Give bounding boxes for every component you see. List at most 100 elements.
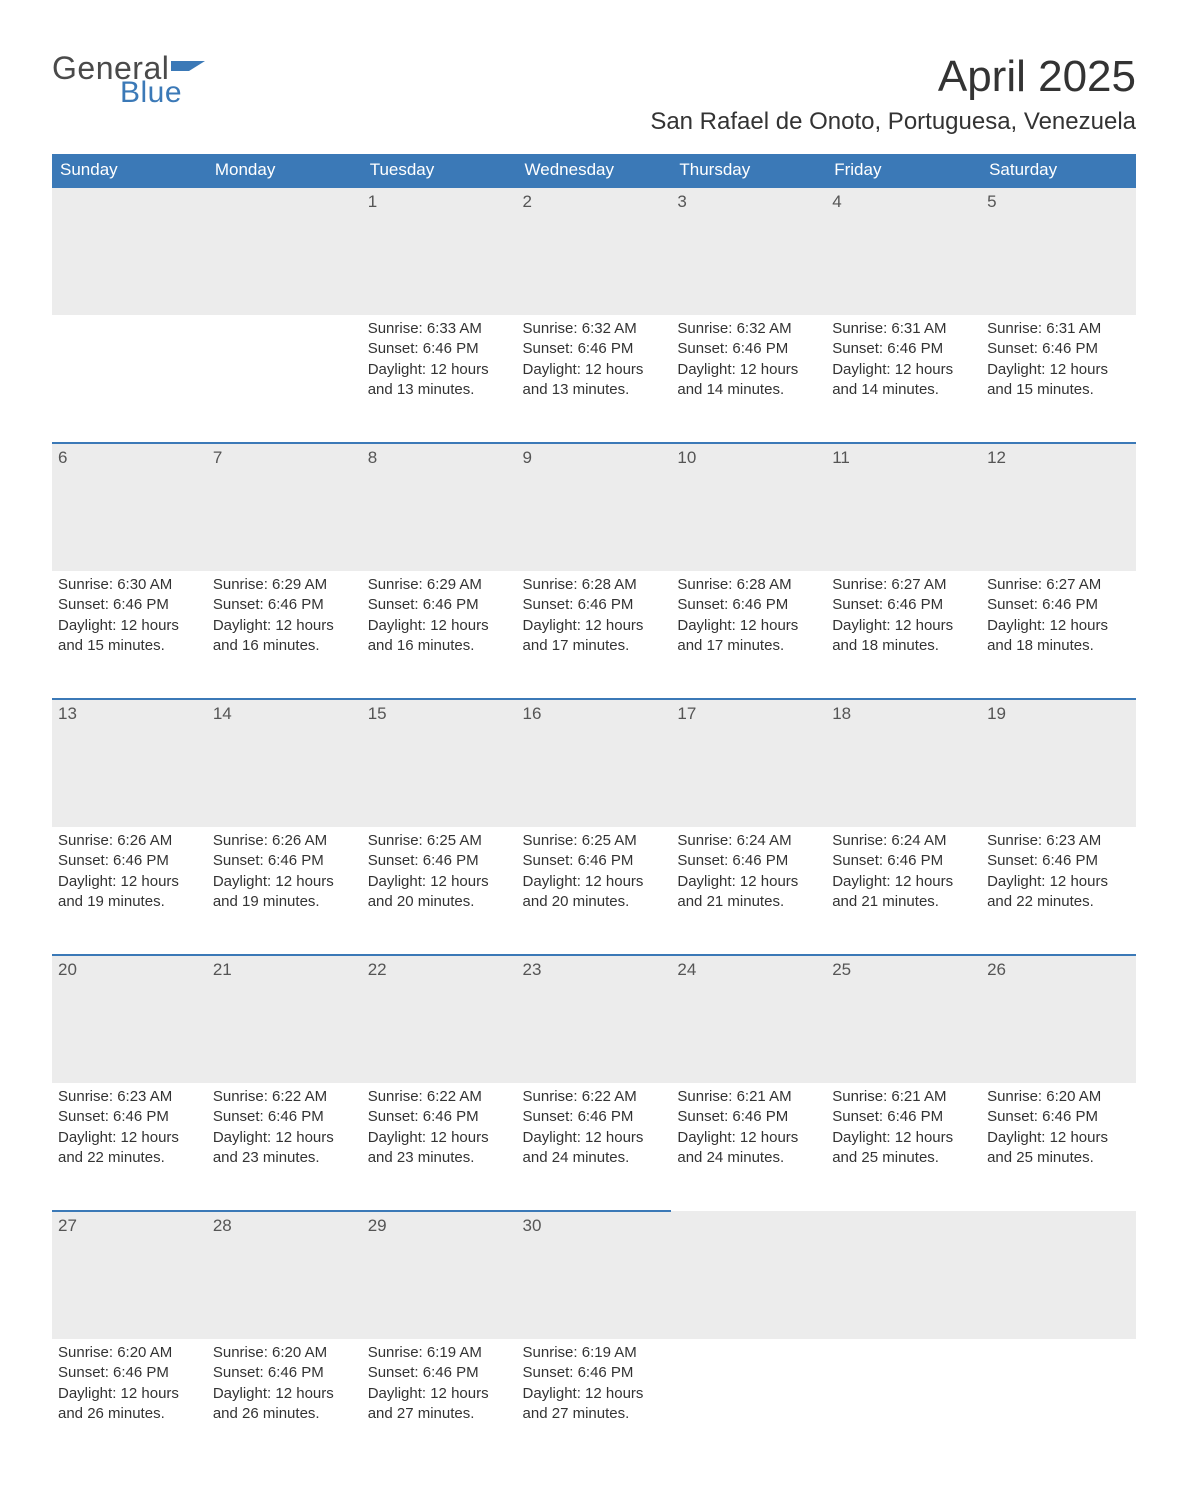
sunrise-line: Sunrise: 6:22 AM <box>368 1087 511 1107</box>
day-number-cell: 13 <box>52 699 207 827</box>
daylight-line: Daylight: 12 hours and 24 minutes. <box>523 1128 666 1169</box>
day-number-cell: 20 <box>52 955 207 1083</box>
day-details: Sunrise: 6:22 AMSunset: 6:46 PMDaylight:… <box>517 1083 672 1182</box>
day-number: 28 <box>207 1212 362 1238</box>
week-daynum-row: 6789101112 <box>52 443 1136 571</box>
day-number: 7 <box>207 444 362 470</box>
daylight-line: Daylight: 12 hours and 20 minutes. <box>368 872 511 913</box>
sunset-line: Sunset: 6:46 PM <box>832 339 975 359</box>
day-number: 16 <box>517 700 672 726</box>
day-number: 5 <box>981 188 1136 214</box>
day-number-cell: 6 <box>52 443 207 571</box>
day-details: Sunrise: 6:27 AMSunset: 6:46 PMDaylight:… <box>981 571 1136 670</box>
day-number-cell <box>207 187 362 315</box>
daylight-line: Daylight: 12 hours and 25 minutes. <box>832 1128 975 1169</box>
title-block: April 2025 San Rafael de Onoto, Portugue… <box>650 52 1136 146</box>
day-number-cell: 24 <box>671 955 826 1083</box>
logo-word2: Blue <box>120 78 205 108</box>
day-details-cell: Sunrise: 6:31 AMSunset: 6:46 PMDaylight:… <box>981 315 1136 443</box>
day-number-cell: 22 <box>362 955 517 1083</box>
day-number-cell <box>671 1211 826 1339</box>
col-monday: Monday <box>207 154 362 187</box>
sunset-line: Sunset: 6:46 PM <box>832 595 975 615</box>
day-number-cell: 7 <box>207 443 362 571</box>
sunrise-line: Sunrise: 6:32 AM <box>523 319 666 339</box>
day-details-cell <box>52 315 207 443</box>
day-details: Sunrise: 6:19 AMSunset: 6:46 PMDaylight:… <box>517 1339 672 1438</box>
day-number-cell: 15 <box>362 699 517 827</box>
sunset-line: Sunset: 6:46 PM <box>523 1363 666 1383</box>
day-number-cell: 4 <box>826 187 981 315</box>
sunset-line: Sunset: 6:46 PM <box>58 1363 201 1383</box>
day-details-cell: Sunrise: 6:22 AMSunset: 6:46 PMDaylight:… <box>207 1083 362 1211</box>
sunset-line: Sunset: 6:46 PM <box>213 851 356 871</box>
sunset-line: Sunset: 6:46 PM <box>523 1107 666 1127</box>
day-number-cell <box>52 187 207 315</box>
sunset-line: Sunset: 6:46 PM <box>677 339 820 359</box>
day-details-cell: Sunrise: 6:26 AMSunset: 6:46 PMDaylight:… <box>52 827 207 955</box>
sunset-line: Sunset: 6:46 PM <box>677 1107 820 1127</box>
day-details-cell <box>826 1339 981 1467</box>
sunrise-line: Sunrise: 6:20 AM <box>58 1343 201 1363</box>
sunrise-line: Sunrise: 6:30 AM <box>58 575 201 595</box>
col-wednesday: Wednesday <box>517 154 672 187</box>
day-details-cell <box>671 1339 826 1467</box>
day-number: 11 <box>826 444 981 470</box>
sunrise-line: Sunrise: 6:33 AM <box>368 319 511 339</box>
day-details: Sunrise: 6:27 AMSunset: 6:46 PMDaylight:… <box>826 571 981 670</box>
day-details-cell: Sunrise: 6:24 AMSunset: 6:46 PMDaylight:… <box>826 827 981 955</box>
day-number-cell: 5 <box>981 187 1136 315</box>
daylight-line: Daylight: 12 hours and 18 minutes. <box>987 616 1130 657</box>
day-details: Sunrise: 6:28 AMSunset: 6:46 PMDaylight:… <box>517 571 672 670</box>
daylight-line: Daylight: 12 hours and 27 minutes. <box>523 1384 666 1425</box>
sunrise-line: Sunrise: 6:28 AM <box>523 575 666 595</box>
week-daynum-row: 27282930 <box>52 1211 1136 1339</box>
day-number-cell: 1 <box>362 187 517 315</box>
sunrise-line: Sunrise: 6:26 AM <box>213 831 356 851</box>
day-number: 8 <box>362 444 517 470</box>
day-details: Sunrise: 6:25 AMSunset: 6:46 PMDaylight:… <box>517 827 672 926</box>
day-number: 20 <box>52 956 207 982</box>
day-number: 30 <box>517 1212 672 1238</box>
day-number-cell <box>826 1211 981 1339</box>
day-number-cell: 29 <box>362 1211 517 1339</box>
week-daynum-row: 12345 <box>52 187 1136 315</box>
day-number-cell: 23 <box>517 955 672 1083</box>
day-details: Sunrise: 6:29 AMSunset: 6:46 PMDaylight:… <box>207 571 362 670</box>
day-details: Sunrise: 6:30 AMSunset: 6:46 PMDaylight:… <box>52 571 207 670</box>
day-details-cell: Sunrise: 6:32 AMSunset: 6:46 PMDaylight:… <box>517 315 672 443</box>
day-number: 4 <box>826 188 981 214</box>
sunset-line: Sunset: 6:46 PM <box>987 595 1130 615</box>
sunrise-line: Sunrise: 6:25 AM <box>523 831 666 851</box>
daylight-line: Daylight: 12 hours and 13 minutes. <box>523 360 666 401</box>
day-number-cell: 25 <box>826 955 981 1083</box>
col-tuesday: Tuesday <box>362 154 517 187</box>
sunrise-line: Sunrise: 6:26 AM <box>58 831 201 851</box>
day-details: Sunrise: 6:22 AMSunset: 6:46 PMDaylight:… <box>362 1083 517 1182</box>
day-details-cell: Sunrise: 6:30 AMSunset: 6:46 PMDaylight:… <box>52 571 207 699</box>
day-number-cell: 26 <box>981 955 1136 1083</box>
sunset-line: Sunset: 6:46 PM <box>368 1107 511 1127</box>
day-details-cell: Sunrise: 6:32 AMSunset: 6:46 PMDaylight:… <box>671 315 826 443</box>
calendar-page: General Blue April 2025 San Rafael de On… <box>0 0 1188 1507</box>
day-number: 10 <box>671 444 826 470</box>
daylight-line: Daylight: 12 hours and 18 minutes. <box>832 616 975 657</box>
day-details-cell: Sunrise: 6:22 AMSunset: 6:46 PMDaylight:… <box>362 1083 517 1211</box>
sunrise-line: Sunrise: 6:31 AM <box>832 319 975 339</box>
sunset-line: Sunset: 6:46 PM <box>987 851 1130 871</box>
sunset-line: Sunset: 6:46 PM <box>832 851 975 871</box>
day-number-cell: 16 <box>517 699 672 827</box>
sunrise-line: Sunrise: 6:29 AM <box>213 575 356 595</box>
day-details: Sunrise: 6:29 AMSunset: 6:46 PMDaylight:… <box>362 571 517 670</box>
week-daynum-row: 13141516171819 <box>52 699 1136 827</box>
sunset-line: Sunset: 6:46 PM <box>368 339 511 359</box>
sunrise-line: Sunrise: 6:22 AM <box>523 1087 666 1107</box>
day-number-cell: 2 <box>517 187 672 315</box>
day-number: 27 <box>52 1212 207 1238</box>
sunrise-line: Sunrise: 6:19 AM <box>523 1343 666 1363</box>
day-details-cell <box>207 315 362 443</box>
day-number: 25 <box>826 956 981 982</box>
logo: General Blue <box>52 52 205 108</box>
daylight-line: Daylight: 12 hours and 15 minutes. <box>58 616 201 657</box>
sunset-line: Sunset: 6:46 PM <box>368 851 511 871</box>
